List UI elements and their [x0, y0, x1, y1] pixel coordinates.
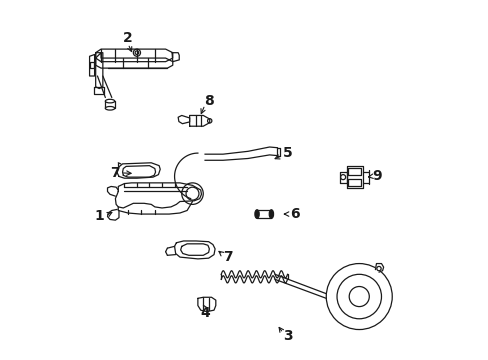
- Polygon shape: [122, 166, 155, 177]
- Text: 6: 6: [289, 207, 299, 221]
- Polygon shape: [180, 244, 209, 255]
- Ellipse shape: [105, 107, 115, 110]
- Text: 1: 1: [94, 209, 104, 223]
- Polygon shape: [198, 297, 215, 312]
- Text: 7: 7: [110, 166, 119, 180]
- Polygon shape: [96, 49, 172, 62]
- Text: 4: 4: [200, 306, 209, 320]
- Text: 8: 8: [203, 94, 213, 108]
- Polygon shape: [96, 53, 172, 68]
- Polygon shape: [174, 241, 215, 259]
- Polygon shape: [348, 179, 360, 186]
- Text: 3: 3: [282, 329, 292, 343]
- Polygon shape: [348, 168, 360, 175]
- Polygon shape: [96, 53, 102, 89]
- Polygon shape: [117, 163, 160, 178]
- Polygon shape: [257, 210, 271, 219]
- Text: 2: 2: [123, 31, 133, 45]
- Text: 7: 7: [223, 250, 233, 264]
- Ellipse shape: [105, 99, 115, 103]
- Polygon shape: [115, 183, 201, 208]
- Polygon shape: [346, 166, 362, 188]
- Polygon shape: [375, 264, 383, 272]
- Text: 9: 9: [372, 170, 381, 183]
- Ellipse shape: [254, 210, 259, 219]
- Polygon shape: [189, 116, 209, 126]
- Text: 5: 5: [282, 146, 292, 160]
- Ellipse shape: [269, 210, 273, 219]
- Polygon shape: [339, 172, 346, 183]
- Polygon shape: [107, 186, 118, 196]
- Polygon shape: [107, 210, 119, 220]
